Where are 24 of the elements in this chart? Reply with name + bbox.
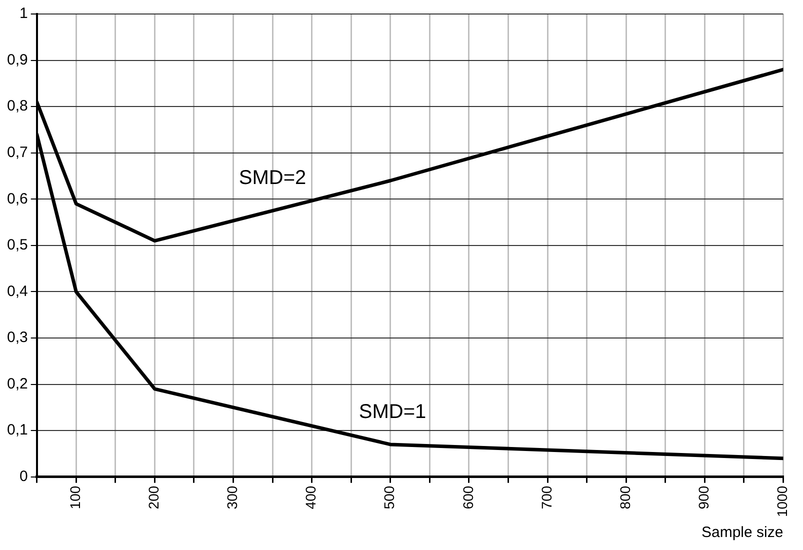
y-tick-label: 0,6 (6, 190, 28, 208)
y-tick-label: 0,5 (6, 236, 28, 254)
y-tick-label: 1 (20, 5, 28, 22)
x-tick-label: 200 (146, 486, 162, 510)
x-tick-label: 100 (66, 486, 83, 510)
x-tick-label: 500 (381, 486, 398, 510)
x-tick-label: 900 (695, 486, 712, 510)
series-label: SMD=1 (358, 401, 426, 424)
y-tick-label: 0,4 (6, 282, 28, 300)
series-label: SMD=2 (238, 167, 306, 190)
x-tick-label: 600 (460, 486, 476, 510)
y-tick-label: 0,2 (6, 375, 28, 392)
y-tick-label: 0,7 (6, 144, 28, 161)
y-tick-label: 0,8 (6, 98, 28, 115)
y-tick-label: 0,9 (6, 51, 28, 68)
y-tick-label: 0,1 (6, 422, 28, 439)
x-tick-label: 700 (538, 486, 554, 510)
x-tick-label: 800 (616, 486, 633, 510)
x-axis-title: Sample size (701, 524, 784, 542)
x-tick-label: 300 (224, 486, 240, 510)
x-tick-label: 1000 (774, 486, 790, 518)
x-tick-label: 400 (302, 486, 319, 510)
y-tick-label: 0,3 (6, 329, 28, 346)
y-tick-label: 0 (20, 468, 28, 485)
